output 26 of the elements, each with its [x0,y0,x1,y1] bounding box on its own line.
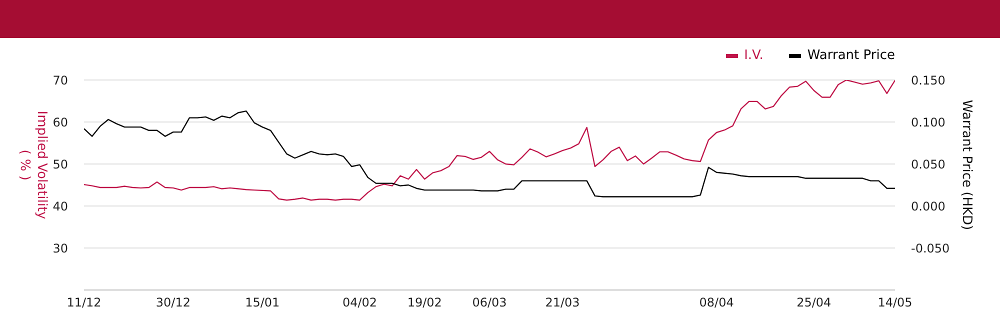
line-series [84,110,895,198]
y-tick-label: 50 [52,157,68,172]
y2-tick-label: -0.050 [911,241,950,256]
y2-tick-label: 0.050 [911,157,946,172]
y2-tick-label: 0.000 [911,199,946,214]
y-tick-label: 40 [52,199,68,214]
y-tick-label: 70 [52,73,68,88]
x-tick-label: 15/01 [245,296,280,310]
x-tick-label: 04/02 [342,296,378,310]
x-tick-label: 21/03 [545,296,580,310]
y2-tick-label: 0.150 [911,73,946,88]
x-tick-label: 19/02 [407,296,442,310]
y-tick-label: 30 [52,241,68,256]
x-tick-label: 25/04 [796,296,832,310]
x-tick-label: 30/12 [156,296,191,310]
x-tick-label: 11/12 [66,296,102,310]
x-tick-label: 08/04 [699,296,734,310]
line-series [84,80,895,201]
y-axis-title: Implied Volatility ( % ) [17,110,49,220]
x-tick-label: 14/05 [878,296,912,310]
legend-label: I.V. [744,48,764,63]
x-tick-label: 06/03 [472,296,507,310]
y-tick-label: 60 [52,115,68,130]
y2-tick-label: 0.100 [911,115,946,130]
y2-axis-title: Warrant Price (HKD) [959,100,974,230]
legend-label: Warrant Price [807,48,895,63]
